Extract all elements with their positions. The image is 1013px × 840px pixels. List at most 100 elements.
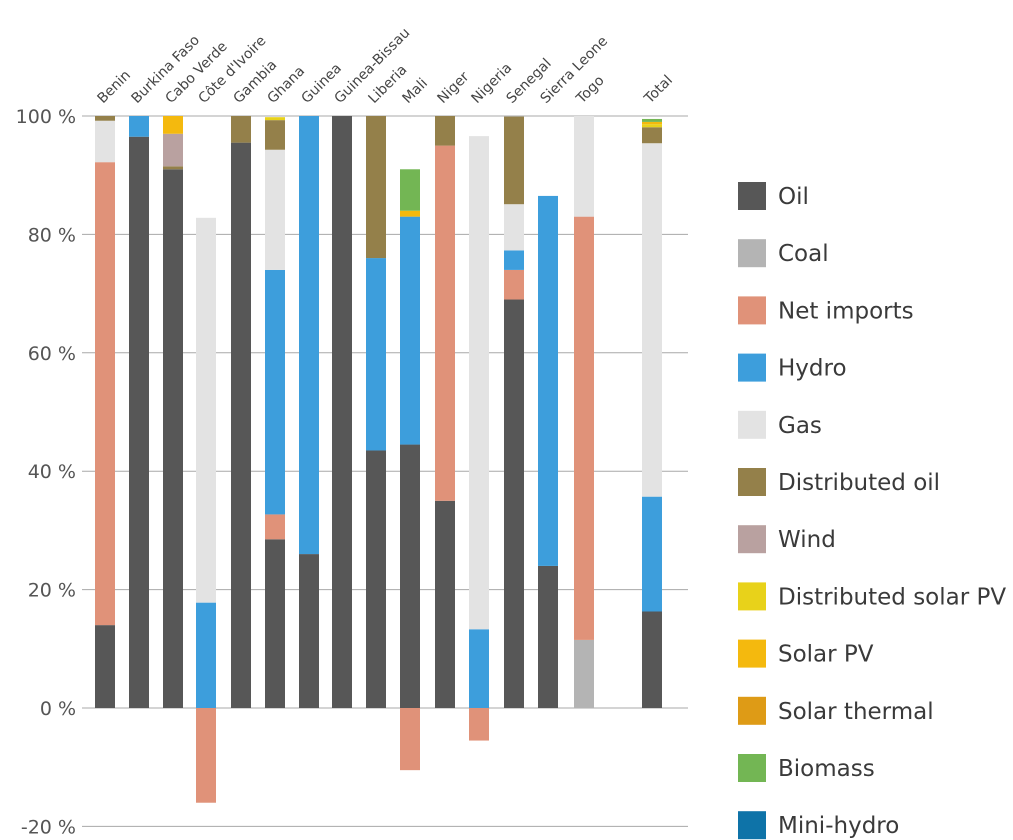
bar-segment-gas xyxy=(196,217,216,603)
category-label: Total xyxy=(641,72,676,107)
legend-label: Oil xyxy=(778,184,809,210)
legend-item-mini-hydro: Mini-hydro xyxy=(738,811,899,840)
legend-label: Wind xyxy=(778,527,836,553)
legend-item-distributed-oil: Distributed oil xyxy=(738,468,940,496)
legend-item-distributed-solar-pv: Distributed solar PV xyxy=(738,582,1006,611)
bar-segment-solar-pv xyxy=(400,210,420,217)
bar-segment-hydro xyxy=(642,496,662,612)
bar-segment-oil xyxy=(504,299,524,708)
bar-segment-oil xyxy=(231,142,251,708)
legend-item-coal: Coal xyxy=(738,239,829,268)
legend-item-wind: Wind xyxy=(738,525,836,554)
bar-niger xyxy=(435,116,455,708)
bar-segment-distributed-oil xyxy=(504,116,524,205)
bar-segment-oil xyxy=(95,625,115,708)
bar-segment-hydro xyxy=(196,602,216,708)
legend-item-net-imports: Net imports xyxy=(738,296,914,325)
legend-item-hydro: Hydro xyxy=(738,353,847,382)
legend-item-solar-thermal: Solar thermal xyxy=(738,696,934,725)
y-tick-label: 80 % xyxy=(28,224,76,246)
legend-swatch xyxy=(738,696,766,725)
bar-segment-oil xyxy=(265,539,285,708)
bar-segment-oil xyxy=(538,565,558,708)
bar-benin xyxy=(95,116,115,708)
bar-guinea-bissau xyxy=(332,116,352,708)
legend-label: Net imports xyxy=(778,298,914,324)
legend-swatch xyxy=(738,239,766,268)
bar-segment-net-imports xyxy=(435,145,455,501)
y-axis-tick-labels: -20 % 0 % 20 % 40 % 60 % 80 % 100 % xyxy=(16,106,76,838)
bar-segment-distributed-oil xyxy=(642,127,662,144)
bar-segment-solar-pv xyxy=(642,121,662,125)
bar-segment-net-imports xyxy=(574,216,594,640)
category-label: Niger xyxy=(435,69,473,107)
bar-segment-hydro xyxy=(265,269,285,515)
bar-segment-hydro xyxy=(504,250,524,270)
legend-label: Biomass xyxy=(778,756,875,782)
y-tick-label: 40 % xyxy=(28,461,76,483)
bar-segment-distributed-solar-pv xyxy=(265,117,285,121)
legend-swatch xyxy=(738,582,766,611)
bar-segment-gas xyxy=(574,116,594,217)
bar-segment-oil xyxy=(129,136,149,709)
bar-segment-coal xyxy=(574,639,594,708)
bar-segment-hydro xyxy=(366,258,386,451)
legend-item-gas: Gas xyxy=(738,410,822,439)
bar-segment-net-imports xyxy=(400,708,420,771)
bar-segment-oil xyxy=(163,169,183,708)
legend-label: Solar PV xyxy=(778,642,874,668)
bar-segment-solar-pv xyxy=(163,116,183,134)
legend: Oil Coal Net imports Hydro Gas Distributed oi… xyxy=(738,182,1006,840)
bar-segment-net-imports xyxy=(265,514,285,540)
legend-label: Distributed solar PV xyxy=(778,584,1006,610)
legend-swatch xyxy=(738,639,766,668)
bar-senegal xyxy=(504,116,524,708)
bar-mali xyxy=(400,169,420,771)
category-label: Benin xyxy=(95,67,134,106)
bar-cabo-verde xyxy=(163,116,183,708)
legend-label: Mini-hydro xyxy=(778,813,899,839)
y-tick-label: -20 % xyxy=(21,816,76,838)
bar-segment-gas xyxy=(504,204,524,251)
legend-swatch xyxy=(738,754,766,782)
bar-gambia xyxy=(231,116,251,708)
legend-label: Hydro xyxy=(778,356,847,382)
legend-label: Distributed oil xyxy=(778,470,940,496)
legend-swatch xyxy=(738,353,766,382)
bar-segment-distributed-solar-pv xyxy=(642,124,662,128)
bar-segment-oil xyxy=(299,554,319,708)
bar-segment-distributed-oil xyxy=(265,120,285,150)
legend-label: Coal xyxy=(778,241,829,267)
bar-segment-hydro xyxy=(538,195,558,566)
bar-segment-distributed-oil xyxy=(231,116,251,143)
legend-swatch xyxy=(738,410,766,439)
bar-segment-distributed-oil xyxy=(95,116,115,121)
bar-segment-biomass xyxy=(400,169,420,211)
bar-segment-distributed-oil xyxy=(163,166,183,170)
category-label: Togo xyxy=(573,73,608,108)
bar-segment-oil xyxy=(435,500,455,708)
category-label: Mali xyxy=(400,75,431,106)
bar-segment-oil xyxy=(332,116,352,708)
y-tick-label: 60 % xyxy=(28,343,76,365)
legend-item-solar-pv: Solar PV xyxy=(738,639,874,668)
bar-segment-hydro xyxy=(129,116,149,137)
bar-segment-oil xyxy=(642,611,662,708)
legend-swatch xyxy=(738,296,766,325)
bar-segment-net-imports xyxy=(95,162,115,626)
bar-segment-oil xyxy=(366,450,386,708)
legend-swatch xyxy=(738,182,766,210)
y-tick-label: 20 % xyxy=(28,580,76,602)
bar-segment-gas xyxy=(265,149,285,270)
bar-segment-hydro xyxy=(400,216,420,445)
y-tick-label: 0 % xyxy=(40,698,76,720)
bar-segment-gas xyxy=(95,120,115,163)
legend-label: Gas xyxy=(778,413,822,439)
bar-liberia xyxy=(366,116,386,708)
bar-segment-hydro xyxy=(469,629,489,708)
bar-segment-gas xyxy=(469,136,489,630)
bar-burkina-faso xyxy=(129,116,149,709)
bar-sierra-leone xyxy=(538,195,558,708)
